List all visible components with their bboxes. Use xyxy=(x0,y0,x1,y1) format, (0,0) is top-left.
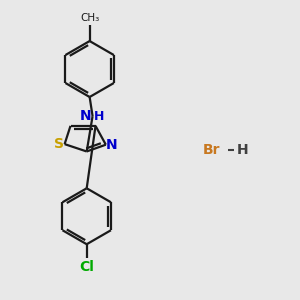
Text: S: S xyxy=(54,137,64,151)
Text: N: N xyxy=(105,138,117,152)
Text: H: H xyxy=(94,110,104,123)
Text: CH₃: CH₃ xyxy=(80,13,99,22)
Text: H: H xyxy=(236,143,248,157)
Text: Cl: Cl xyxy=(79,260,94,274)
Text: N: N xyxy=(80,109,91,123)
Text: Br: Br xyxy=(203,143,220,157)
